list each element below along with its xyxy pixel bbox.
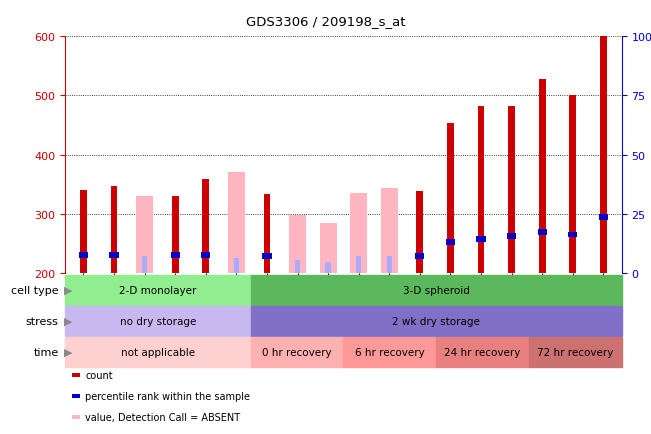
- Bar: [600, 37, 607, 273]
- Bar: [538, 229, 547, 235]
- Bar: [251, 306, 622, 336]
- Bar: [289, 215, 306, 273]
- Bar: [295, 260, 300, 273]
- Bar: [65, 337, 251, 367]
- Bar: [142, 257, 147, 273]
- Text: cell type: cell type: [11, 286, 59, 295]
- Bar: [80, 191, 87, 273]
- Bar: [109, 253, 118, 259]
- Bar: [251, 276, 622, 305]
- Bar: [326, 263, 331, 273]
- Bar: [477, 237, 486, 243]
- Bar: [350, 194, 367, 273]
- Text: percentile rank within the sample: percentile rank within the sample: [85, 391, 250, 401]
- Bar: [478, 107, 484, 273]
- Bar: [568, 232, 577, 238]
- Bar: [356, 257, 361, 273]
- Text: 72 hr recovery: 72 hr recovery: [537, 347, 613, 357]
- Bar: [447, 124, 454, 273]
- Bar: [344, 337, 436, 367]
- Text: 24 hr recovery: 24 hr recovery: [445, 347, 521, 357]
- Bar: [228, 173, 245, 273]
- Text: count: count: [85, 371, 113, 381]
- Bar: [599, 214, 608, 220]
- Bar: [171, 253, 180, 259]
- Text: no dry storage: no dry storage: [120, 316, 196, 326]
- Bar: [111, 187, 117, 273]
- Bar: [202, 180, 209, 273]
- Bar: [264, 195, 270, 273]
- Bar: [387, 257, 392, 273]
- Text: 2-D monolayer: 2-D monolayer: [119, 286, 197, 295]
- Text: ▶: ▶: [64, 347, 73, 357]
- Text: 2 wk dry storage: 2 wk dry storage: [393, 316, 480, 326]
- Text: 3-D spheroid: 3-D spheroid: [403, 286, 469, 295]
- Bar: [507, 233, 516, 239]
- Bar: [417, 192, 423, 273]
- Bar: [79, 253, 88, 259]
- Text: 0 hr recovery: 0 hr recovery: [262, 347, 332, 357]
- Bar: [65, 276, 251, 305]
- Bar: [539, 80, 546, 273]
- Text: stress: stress: [26, 316, 59, 326]
- Bar: [436, 337, 529, 367]
- Text: ▶: ▶: [64, 316, 73, 326]
- Bar: [234, 259, 239, 273]
- Bar: [381, 189, 398, 273]
- Bar: [251, 337, 344, 367]
- Bar: [172, 197, 178, 273]
- Bar: [508, 107, 515, 273]
- Text: GDS3306 / 209198_s_at: GDS3306 / 209198_s_at: [245, 15, 406, 28]
- Text: 6 hr recovery: 6 hr recovery: [355, 347, 424, 357]
- Bar: [262, 254, 271, 260]
- Text: value, Detection Call = ABSENT: value, Detection Call = ABSENT: [85, 412, 240, 422]
- Text: ▶: ▶: [64, 286, 73, 295]
- Bar: [320, 223, 337, 273]
- Bar: [570, 96, 576, 273]
- Bar: [65, 306, 251, 336]
- Text: time: time: [33, 347, 59, 357]
- Bar: [446, 239, 455, 245]
- Bar: [136, 197, 153, 273]
- Text: not applicable: not applicable: [121, 347, 195, 357]
- Text: rank, Detection Call = ABSENT: rank, Detection Call = ABSENT: [85, 433, 236, 434]
- Bar: [529, 337, 622, 367]
- Bar: [415, 254, 424, 260]
- Bar: [201, 253, 210, 259]
